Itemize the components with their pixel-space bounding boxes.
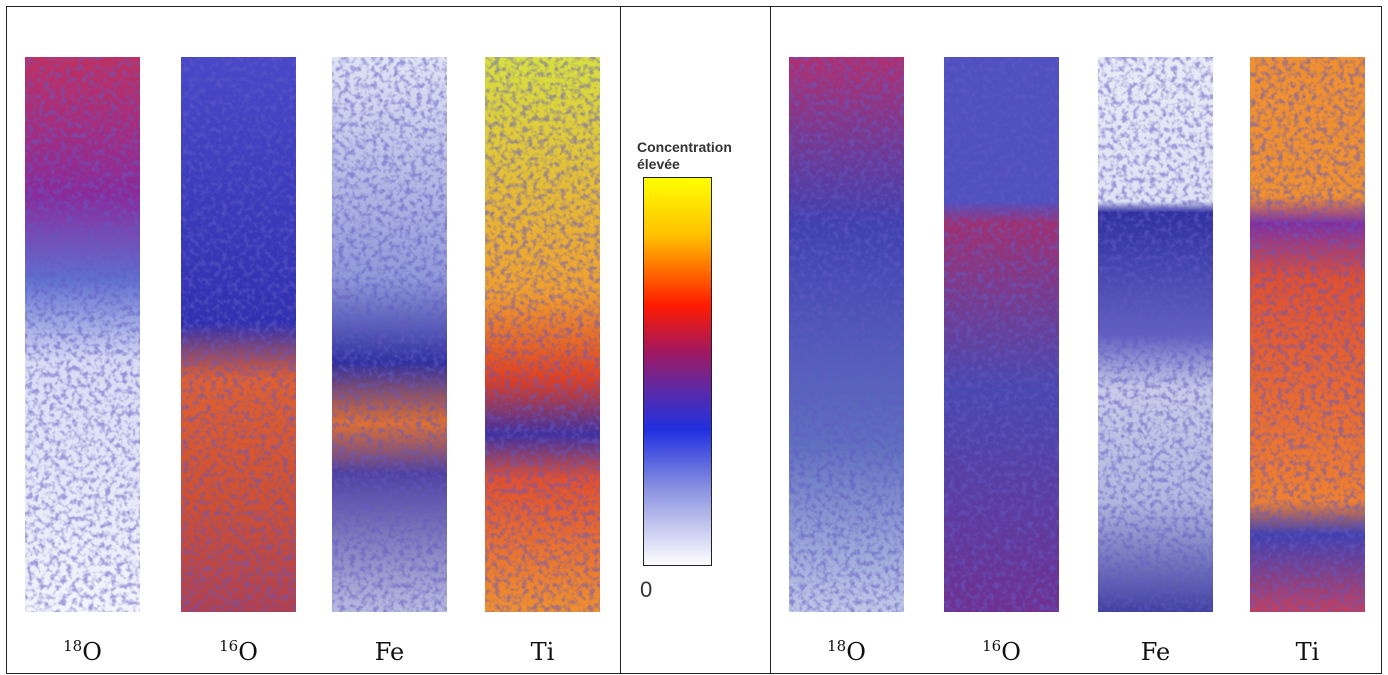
map-label: Fe [375,638,405,666]
isotope-mass: 18 [63,637,82,655]
map-label: Fe [1141,638,1171,666]
element-symbol: O [238,638,258,666]
colorbar-min-label: 0 [640,577,652,602]
map-label: 16O [219,637,258,666]
colorbar-label: élevée [637,156,680,172]
map-texture [789,57,904,612]
map-label: Ti [531,638,555,666]
map-label: 18O [63,637,102,666]
map-texture [181,57,296,612]
isotope-mass: 16 [982,637,1001,655]
map-label: Ti [1296,638,1320,666]
frame [6,6,1382,674]
element-symbol: Ti [1296,638,1320,666]
element-symbol: Fe [1141,638,1171,666]
element-symbol: O [846,638,866,666]
element-symbol: O [82,638,102,666]
isotope-mass: 16 [219,637,238,655]
map-texture [1250,57,1365,612]
map-label: 18O [827,637,866,666]
map-texture [25,57,140,612]
colorbar-label: Concentration [637,139,732,155]
map-texture [485,57,600,612]
colorbar [643,177,712,566]
element-symbol: Ti [531,638,555,666]
map-label: 16O [982,637,1021,666]
isotope-mass: 18 [827,637,846,655]
map-texture [1098,57,1213,612]
colorbar-labels: Concentration élevée [637,139,732,172]
element-symbol: Fe [375,638,405,666]
map-texture [944,57,1059,612]
element-symbol: O [1001,638,1021,666]
map-texture [332,57,447,612]
